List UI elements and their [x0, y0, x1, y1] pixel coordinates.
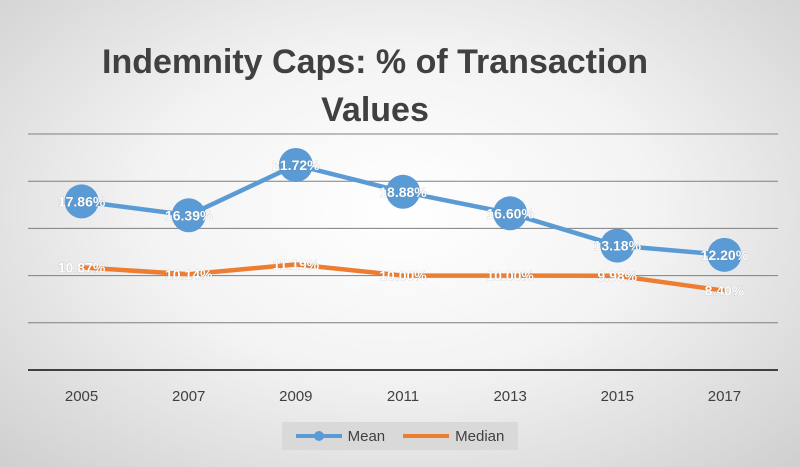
data-point-mean: [171, 198, 206, 233]
data-point-mean: [278, 147, 313, 182]
x-tick-label: 2017: [708, 388, 741, 405]
data-point-mean: [64, 184, 99, 219]
legend-label-median: Median: [455, 427, 505, 445]
data-point-mean: [600, 228, 635, 263]
x-tick-label: 2007: [172, 388, 205, 405]
chart-title: Indemnity Caps: % of Transaction Values: [102, 43, 648, 129]
legend-label-mean: Mean: [347, 427, 386, 445]
data-point-mean: [493, 196, 528, 231]
data-label-median: 11.19%: [272, 256, 319, 272]
data-label-median: 10.14%: [165, 266, 213, 282]
legend-swatch-median: [403, 434, 450, 438]
data-label-median: 10.87%: [58, 259, 106, 275]
data-label-mean: 18.88%: [379, 184, 427, 200]
x-tick-label: 2015: [601, 388, 634, 405]
data-label-median: 9.98%: [597, 268, 637, 284]
legend-item-mean: Mean: [295, 427, 386, 445]
data-label-median: 10.00%: [486, 268, 534, 284]
data-label-median: 8.40%: [705, 283, 745, 299]
data-label-median: 10.00%: [379, 268, 427, 284]
legend-item-median: Median: [403, 428, 504, 445]
x-tick-label: 2013: [493, 388, 526, 405]
data-label-mean: 12.20%: [701, 247, 749, 263]
data-label-mean: 16.60%: [486, 205, 534, 221]
data-label-mean: 17.86%: [58, 193, 106, 209]
legend: Mean Median: [282, 422, 518, 450]
x-tick-label: 2005: [65, 388, 98, 405]
legend-swatch-mean: [295, 431, 342, 441]
data-point-mean: [707, 237, 742, 272]
data-label-mean: 13.18%: [594, 238, 642, 254]
data-label-mean: 16.39%: [165, 207, 213, 223]
x-tick-label: 2009: [279, 388, 312, 405]
x-tick-label: 2011: [387, 388, 419, 405]
series-line-median: [79, 262, 727, 293]
data-label-mean: 21.72%: [272, 157, 320, 173]
data-point-mean: [386, 174, 420, 209]
